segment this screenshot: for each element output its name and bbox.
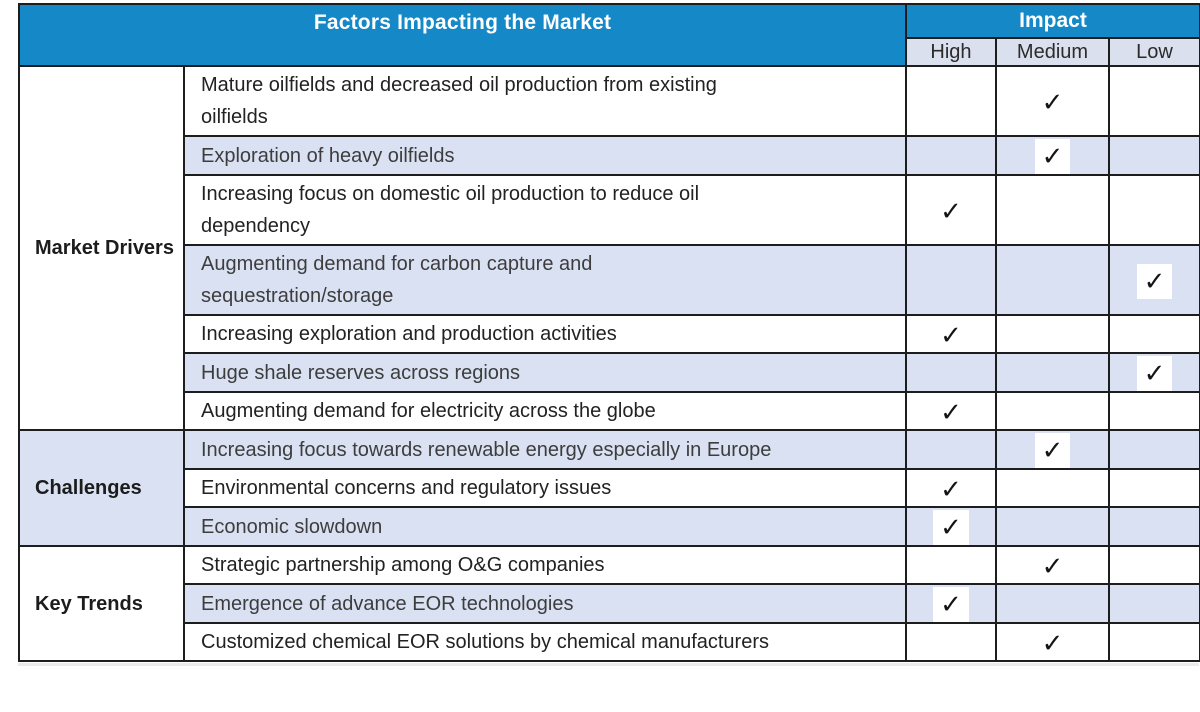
impact-cell-high [905, 135, 997, 176]
check-mark: ✓ [1041, 86, 1064, 117]
impact-cell-high [905, 622, 997, 662]
impact-level-low: Low [1107, 37, 1200, 67]
check-mark: ✓ [940, 473, 962, 504]
impact-cell-medium [995, 583, 1110, 624]
table-header: Factors Impacting the Market Impact High… [18, 3, 1200, 67]
table-row: Key Trends Strategic partnership among O&… [18, 545, 1200, 662]
table-row: Customized chemical EOR solutions by che… [19, 622, 1200, 662]
table-row: Economic slowdown ✓ [19, 506, 1200, 547]
table-row: Environmental concerns and regulatory is… [19, 468, 1200, 508]
impact-cell-high: ✓ [905, 314, 997, 354]
table-row: Market Drivers Mature oilfields and decre… [18, 65, 1200, 431]
impact-cell-low [1107, 468, 1200, 508]
impact-cell-low [1107, 314, 1200, 354]
factor-cell: Augmenting demand for carbon capture and… [183, 244, 907, 316]
factors-impact-table: Factors Impacting the Market Impact High… [18, 3, 1200, 662]
impact-cell-medium [995, 174, 1110, 246]
table-row: Augmenting demand for carbon capture and… [19, 244, 1200, 316]
check-mark: ✓ [933, 587, 969, 622]
check-mark: ✓ [1034, 433, 1071, 468]
check-mark: ✓ [1034, 139, 1071, 174]
impact-cell-medium: ✓ [995, 429, 1110, 470]
impact-cell-high [905, 545, 997, 585]
check-mark: ✓ [933, 510, 969, 545]
impact-level-medium: Medium [995, 37, 1110, 67]
impact-cell-low [1107, 174, 1200, 246]
impact-cell-low [1107, 65, 1200, 137]
factor-cell: Increasing focus on domestic oil product… [183, 174, 907, 246]
impact-cell-medium: ✓ [995, 65, 1110, 137]
factor-cell: Augmenting demand for electricity across… [183, 391, 907, 431]
factor-cell: Customized chemical EOR solutions by che… [183, 622, 907, 662]
impact-cell-low [1107, 429, 1200, 470]
impact-cell-medium [995, 314, 1110, 354]
impact-cell-high [905, 352, 997, 393]
factor-cell: Strategic partnership among O&G companie… [183, 545, 907, 585]
impact-cell-high: ✓ [905, 391, 997, 431]
table-row: Exploration of heavy oilfields ✓ [19, 135, 1200, 176]
factor-cell: Increasing focus towards renewable energ… [183, 429, 907, 470]
impact-cell-medium: ✓ [995, 135, 1110, 176]
factor-cell: Increasing exploration and production ac… [183, 314, 907, 354]
impact-cell-medium [995, 391, 1110, 431]
impact-cell-low [1107, 391, 1200, 431]
factor-cell: Economic slowdown [183, 506, 907, 547]
impact-cell-medium [995, 468, 1110, 508]
table-row: Increasing exploration and production ac… [19, 314, 1200, 354]
impact-cell-low: ✓ [1107, 352, 1200, 393]
check-mark: ✓ [1136, 356, 1173, 391]
check-mark: ✓ [1136, 263, 1173, 299]
header-row-levels: High Medium Low [19, 37, 1200, 67]
table-row: Huge shale reserves across regions ✓ [19, 352, 1200, 393]
check-mark: ✓ [940, 396, 962, 427]
factor-cell: Environmental concerns and regulatory is… [183, 468, 907, 508]
impact-cell-low [1107, 583, 1200, 624]
impact-cell-low: ✓ [1107, 244, 1200, 316]
group-label-cell: Challenges [18, 429, 185, 547]
impact-cell-high [905, 244, 997, 316]
check-mark: ✓ [940, 319, 962, 350]
impact-cell-medium: ✓ [995, 622, 1110, 662]
table-row: Augmenting demand for electricity across… [19, 391, 1200, 431]
impact-cell-medium [995, 352, 1110, 393]
impact-cell-high: ✓ [905, 583, 997, 624]
factor-cell: Mature oilfields and decreased oil produ… [183, 65, 907, 137]
impact-cell-low [1107, 506, 1200, 547]
impact-cell-high: ✓ [905, 174, 997, 246]
impact-cell-high: ✓ [905, 506, 997, 547]
check-mark: ✓ [1041, 627, 1064, 658]
impact-cell-low [1107, 622, 1200, 662]
impact-cell-high [905, 65, 997, 137]
impact-cell-low [1107, 135, 1200, 176]
impact-cell-medium [995, 506, 1110, 547]
group-label-cell: Key Trends [18, 545, 185, 662]
factor-cell: Emergence of advance EOR technologies [183, 583, 907, 624]
group-label-cell: Market Drivers [18, 65, 185, 431]
table-title: Factors Impacting the Market [18, 3, 907, 67]
impact-cell-low [1107, 545, 1200, 585]
header-row-main: Factors Impacting the Market Impact [18, 3, 1200, 67]
table-row: Challenges Increasing focus towards renew… [18, 429, 1200, 547]
table-bottom-shadow [18, 663, 1199, 666]
page: Factors Impacting the Market Impact High… [0, 3, 1200, 712]
factor-cell: Exploration of heavy oilfields [183, 135, 907, 176]
impact-cell-high: ✓ [905, 468, 997, 508]
table-body: Market Drivers Mature oilfields and decre… [18, 65, 1200, 662]
impact-cell-medium [995, 244, 1110, 316]
table-row: Increasing focus on domestic oil product… [19, 174, 1200, 246]
impact-level-high: High [905, 37, 997, 67]
impact-header: Impact [904, 3, 1200, 39]
impact-cell-medium: ✓ [995, 545, 1110, 585]
factor-cell: Huge shale reserves across regions [183, 352, 907, 393]
table-row: Emergence of advance EOR technologies ✓ [19, 583, 1200, 624]
check-mark: ✓ [1041, 550, 1064, 581]
impact-cell-high [905, 429, 997, 470]
check-mark: ✓ [940, 195, 962, 226]
